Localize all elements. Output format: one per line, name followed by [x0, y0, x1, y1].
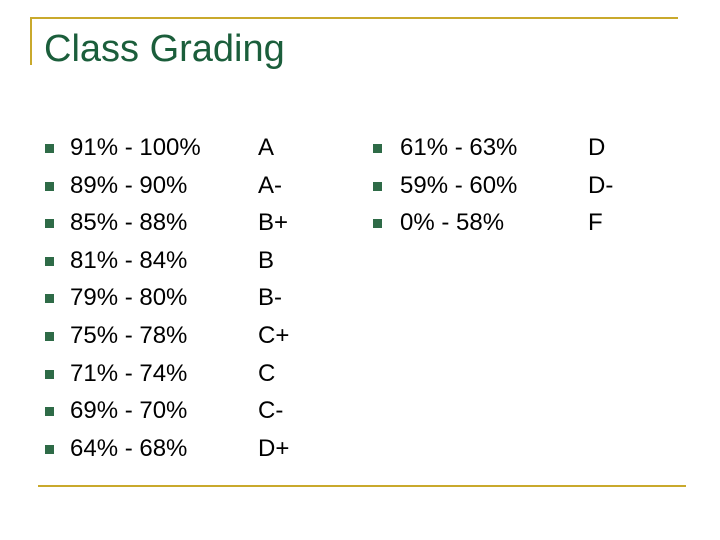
- percent-range: 75% - 78%: [70, 322, 188, 349]
- bottom-rule: [38, 485, 686, 487]
- letter-grade: F: [588, 209, 603, 237]
- percent-range: 91% - 100%: [70, 134, 201, 161]
- percent-range: 79% - 80%: [70, 284, 188, 312]
- bullet: [45, 332, 54, 341]
- letter-grade: C+: [258, 322, 290, 349]
- letter-grade: D-: [588, 171, 614, 199]
- bullet: [373, 181, 382, 191]
- percent-range: 81% - 84%: [70, 246, 188, 274]
- percent-range: 89% - 90%: [70, 171, 188, 199]
- letter-grade: D: [588, 134, 606, 161]
- letter-grade: D+: [258, 434, 290, 462]
- bullet: [45, 369, 54, 379]
- percent-range: 69% - 70%: [70, 397, 188, 425]
- percent-range: 0% - 58%: [400, 209, 505, 237]
- top-rule: [30, 17, 678, 19]
- letter-grade: A: [258, 134, 275, 161]
- bullet: [45, 407, 54, 417]
- bullet: [45, 181, 54, 191]
- percent-range: 85% - 88%: [70, 209, 188, 237]
- bullet: [45, 144, 54, 153]
- side-rule: [30, 17, 32, 65]
- percent-range: 61% - 63%: [400, 134, 518, 161]
- bullet: [373, 144, 382, 153]
- letter-grade: B-: [258, 284, 282, 312]
- letter-grade: A-: [258, 171, 282, 199]
- letter-grade: B+: [258, 209, 289, 237]
- letter-grade: C-: [258, 397, 284, 425]
- letter-grade: C: [258, 359, 276, 387]
- bullet: [373, 219, 382, 229]
- slide-title: Class Grading: [44, 28, 285, 70]
- bullet: [45, 256, 54, 266]
- letter-grade: B: [258, 246, 275, 274]
- bullet: [45, 294, 54, 304]
- bullet: [45, 219, 54, 229]
- percent-range: 71% - 74%: [70, 359, 188, 387]
- percent-range: 59% - 60%: [400, 171, 518, 199]
- percent-range: 64% - 68%: [70, 434, 188, 462]
- bullet: [45, 444, 54, 454]
